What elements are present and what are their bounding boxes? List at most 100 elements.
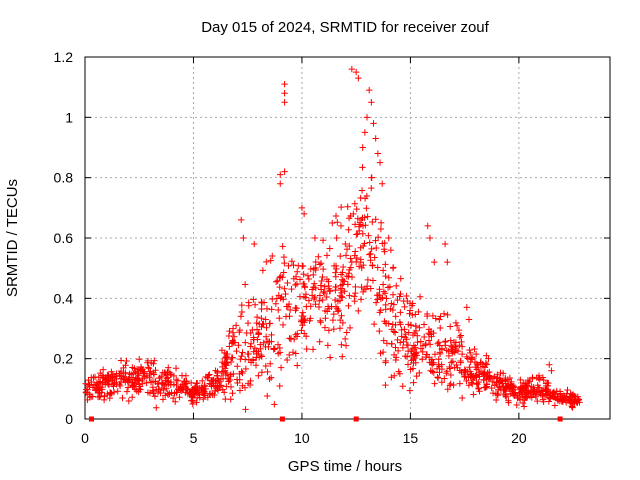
data-point	[368, 245, 375, 253]
data-point	[158, 379, 166, 386]
data-point	[164, 368, 171, 376]
data-point	[503, 393, 510, 401]
data-point	[258, 369, 266, 376]
data-point	[312, 264, 319, 272]
data-point	[424, 222, 431, 230]
data-point	[204, 394, 211, 401]
data-points	[82, 65, 583, 422]
data-point	[298, 204, 306, 212]
data-point	[101, 392, 108, 399]
data-point	[145, 364, 152, 371]
y-tick-label: 0	[65, 411, 73, 427]
chart-title: Day 015 of 2024, SRMTID for receiver zou…	[201, 19, 489, 36]
data-point	[362, 286, 370, 293]
x-tick-label: 10	[294, 430, 310, 446]
data-point	[321, 283, 328, 290]
data-point	[282, 290, 289, 298]
data-point	[526, 378, 533, 385]
data-point	[334, 298, 342, 305]
data-point	[359, 144, 366, 151]
data-point	[330, 325, 338, 333]
data-point	[517, 376, 524, 384]
data-point	[250, 336, 257, 343]
data-point	[292, 331, 299, 338]
data-point	[414, 332, 421, 339]
data-point	[452, 343, 459, 350]
data-point	[354, 215, 361, 222]
data-point	[425, 337, 433, 344]
data-point	[351, 297, 358, 305]
data-point	[427, 367, 434, 374]
data-point	[315, 253, 322, 260]
data-point	[389, 306, 397, 314]
data-point	[170, 381, 178, 388]
data-point	[222, 395, 229, 403]
data-point	[473, 380, 480, 387]
data-point	[403, 341, 411, 349]
data-point	[365, 86, 373, 94]
data-point	[102, 376, 109, 383]
data-point	[210, 376, 217, 384]
data-point	[442, 342, 449, 349]
data-point	[363, 114, 371, 121]
data-point	[268, 306, 275, 313]
data-point	[289, 349, 297, 356]
data-point	[400, 338, 407, 346]
data-point	[455, 326, 463, 334]
x-tick-label: 0	[81, 430, 89, 446]
data-point	[509, 383, 517, 390]
data-point	[437, 324, 444, 332]
data-point	[461, 373, 468, 381]
data-point	[526, 393, 534, 400]
data-point	[352, 248, 359, 255]
data-point	[339, 353, 346, 360]
data-point	[249, 326, 256, 334]
data-point	[159, 396, 167, 403]
data-point	[397, 339, 404, 346]
data-point	[276, 344, 283, 352]
data-point	[345, 226, 352, 233]
data-point	[253, 319, 260, 327]
data-point	[383, 295, 390, 302]
data-point	[286, 306, 294, 314]
data-point	[144, 359, 151, 366]
data-point	[296, 276, 304, 283]
data-point	[548, 367, 555, 374]
data-point	[180, 383, 188, 390]
data-point	[143, 372, 151, 379]
data-point	[275, 306, 282, 314]
data-point	[122, 362, 129, 369]
data-point	[502, 377, 509, 384]
data-point	[529, 374, 536, 381]
data-point	[267, 360, 274, 368]
data-point	[326, 287, 333, 295]
data-point	[414, 338, 421, 346]
data-point	[307, 265, 314, 273]
data-point	[108, 381, 116, 388]
data-point	[367, 285, 374, 292]
data-point	[274, 277, 281, 285]
data-point	[387, 246, 395, 254]
data-point	[423, 351, 430, 358]
data-point	[99, 379, 106, 386]
data-point	[233, 347, 240, 355]
x-axis-label: GPS time / hours	[288, 458, 402, 475]
data-point	[281, 259, 288, 267]
data-point	[281, 99, 288, 106]
data-point	[342, 252, 350, 259]
data-point	[485, 355, 492, 362]
data-point	[242, 365, 250, 373]
data-point	[392, 313, 399, 320]
data-point	[564, 386, 571, 394]
data-point	[534, 397, 541, 405]
data-point	[466, 364, 473, 371]
data-point	[473, 360, 481, 368]
data-point	[277, 171, 284, 178]
data-point	[119, 394, 126, 402]
data-point	[154, 380, 161, 387]
data-point	[279, 274, 286, 281]
data-point	[202, 373, 210, 381]
data-point	[434, 374, 442, 382]
data-point	[543, 386, 550, 393]
data-point	[274, 341, 282, 348]
